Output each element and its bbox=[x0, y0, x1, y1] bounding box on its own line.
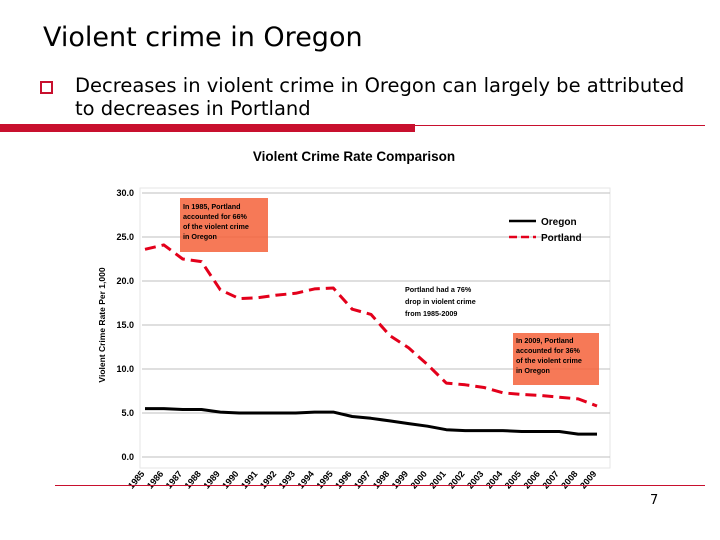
title-underline-thin bbox=[415, 125, 705, 126]
x-tick-label: 1990 bbox=[220, 469, 241, 491]
annotation-2009-line-2: accounted for 36% bbox=[516, 346, 581, 355]
annotation-1985-line-3: of the violent crime bbox=[183, 222, 249, 231]
annotation-2009-line-3: of the violent crime bbox=[516, 356, 582, 365]
x-tick-label: 2005 bbox=[503, 469, 524, 491]
x-tick-label: 2007 bbox=[540, 469, 561, 491]
x-tick-label: 1987 bbox=[164, 469, 185, 491]
x-tick-label: 2008 bbox=[559, 469, 580, 491]
x-tick-label: 1988 bbox=[182, 469, 203, 491]
annotation-1985-line-1: In 1985, Portland bbox=[183, 202, 241, 211]
annotation-1985-line-4: in Oregon bbox=[183, 232, 217, 241]
x-tick-label: 1985 bbox=[126, 469, 147, 491]
y-tick-label: 0.0 bbox=[121, 452, 134, 462]
legend-label-portland: Portland bbox=[541, 233, 582, 244]
annotation-drop-line-2: drop in violent crime bbox=[405, 297, 476, 306]
x-tick-label: 2006 bbox=[521, 469, 542, 491]
x-tick-label: 2002 bbox=[446, 469, 467, 491]
footer-rule bbox=[55, 485, 705, 486]
chart-title: Violent Crime Rate Comparison bbox=[253, 149, 455, 164]
y-axis-label: Violent Crime Rate Per 1,000 bbox=[97, 267, 107, 382]
annotation-drop-line-1: Portland had a 76% bbox=[405, 285, 472, 294]
x-tick-label: 1993 bbox=[277, 469, 298, 491]
annotation-2009-line-1: In 2009, Portland bbox=[516, 336, 574, 345]
x-tick-label: 1989 bbox=[201, 469, 222, 491]
annotation-1985-line-2: accounted for 66% bbox=[183, 212, 248, 221]
x-tick-label: 1996 bbox=[333, 469, 354, 491]
title-underline bbox=[0, 124, 415, 132]
x-tick-label: 1992 bbox=[258, 469, 279, 491]
bullet-square-icon bbox=[40, 81, 53, 94]
page-number: 7 bbox=[650, 493, 659, 508]
y-tick-labels: 0.0 5.0 10.0 15.0 20.0 25.0 30.0 bbox=[116, 188, 134, 462]
x-tick-label: 1995 bbox=[314, 469, 335, 491]
series-line-portland bbox=[144, 243, 598, 408]
x-tick-label: 1994 bbox=[295, 469, 316, 491]
annotation-1985: In 1985, Portland accounted for 66% of t… bbox=[180, 198, 268, 252]
x-tick-label: 1998 bbox=[371, 469, 392, 491]
bullet-text: Decreases in violent crime in Oregon can… bbox=[75, 74, 685, 120]
legend: Oregon Portland bbox=[509, 217, 582, 244]
x-tick-labels: 1985198619871988198919901991199219931994… bbox=[126, 469, 599, 491]
x-tick-label: 1991 bbox=[239, 469, 260, 491]
y-tick-label: 20.0 bbox=[116, 276, 134, 286]
series-line-oregon bbox=[145, 407, 597, 436]
annotation-drop: Portland had a 76% drop in violent crime… bbox=[405, 285, 476, 318]
x-tick-label: 2009 bbox=[578, 469, 599, 491]
annotation-2009-line-4: in Oregon bbox=[516, 366, 550, 375]
annotation-box-1985 bbox=[180, 198, 268, 252]
y-tick-label: 30.0 bbox=[116, 188, 134, 198]
x-tick-label: 1999 bbox=[390, 469, 411, 491]
x-tick-label: 2001 bbox=[427, 469, 448, 491]
x-tick-label: 2004 bbox=[484, 469, 505, 491]
annotation-drop-line-3: from 1985-2009 bbox=[405, 309, 457, 318]
legend-label-oregon: Oregon bbox=[541, 217, 577, 228]
y-tick-label: 10.0 bbox=[116, 364, 134, 374]
y-tick-label: 15.0 bbox=[116, 320, 134, 330]
y-tick-label: 25.0 bbox=[116, 232, 134, 242]
x-tick-label: 1997 bbox=[352, 469, 373, 491]
annotation-2009: In 2009, Portland accounted for 36% of t… bbox=[513, 333, 599, 385]
x-tick-label: 2000 bbox=[408, 469, 429, 491]
y-tick-label: 5.0 bbox=[121, 408, 134, 418]
x-tick-label: 2003 bbox=[465, 469, 486, 491]
x-tick-label: 1986 bbox=[145, 469, 166, 491]
annotation-box-2009 bbox=[513, 333, 599, 385]
slide-title: Violent crime in Oregon bbox=[43, 22, 363, 53]
series-group bbox=[144, 243, 598, 436]
